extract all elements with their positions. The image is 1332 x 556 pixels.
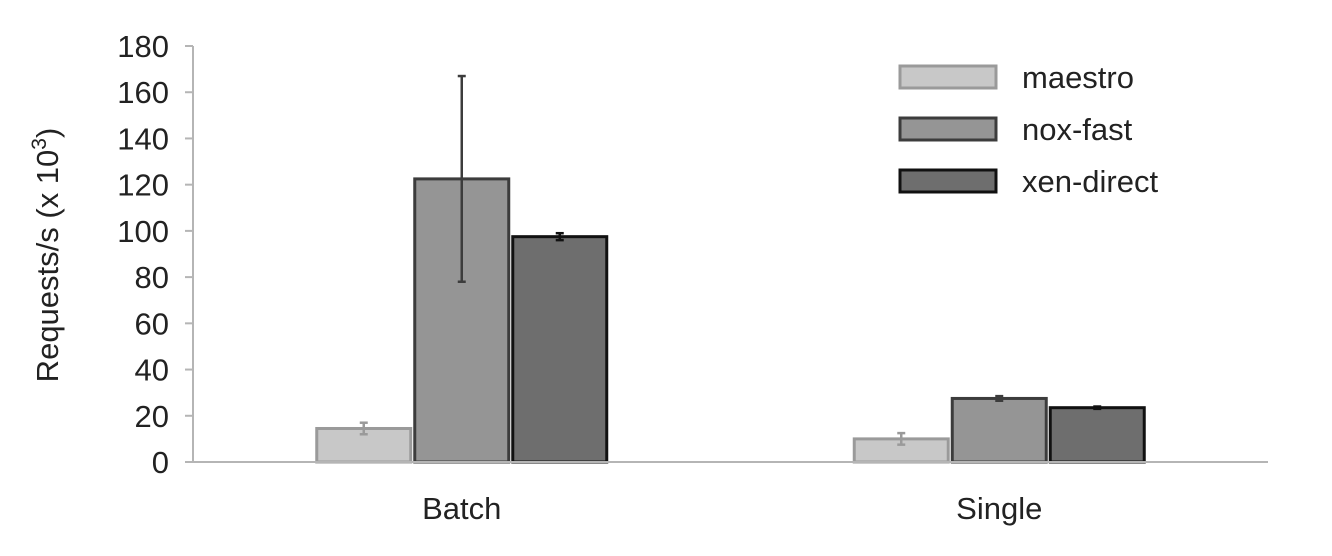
legend-label-nox-fast: nox-fast [1022,112,1133,147]
legend-label-maestro: maestro [1022,60,1134,95]
bars [315,177,1146,464]
error-bars [359,74,1102,446]
x-category-label: Batch [422,491,501,526]
y-tick-label: 120 [117,168,169,203]
x-axis: Batch Single [193,461,1268,526]
y-axis-label-exponent: 3 [28,138,51,150]
y-axis-label-close: ) [30,128,65,138]
legend-swatch-nox-fast [898,116,998,142]
x-category-label: Single [956,491,1042,526]
y-axis-label-text: Requests/s (x 10 [30,150,65,383]
y-tick-label: 140 [117,121,169,156]
bar-xen-direct-single [1048,406,1146,464]
bar-nox-fast-single [950,396,1048,464]
y-axis-label: Requests/s (x 103) [28,128,65,383]
y-tick-label: 20 [135,399,169,434]
legend-swatch-xen-direct [898,168,998,194]
y-tick-label: 80 [135,260,169,295]
y-tick-label: 100 [117,214,169,249]
legend-swatch-maestro [898,64,998,90]
y-tick-label: 0 [152,445,169,480]
y-tick-label: 60 [135,306,169,341]
y-tick-label: 160 [117,75,169,110]
y-axis: 0 20 40 60 80 100 120 140 160 180 [117,29,194,480]
bar-xen-direct-batch [511,235,609,464]
y-tick-label: 180 [117,29,169,64]
legend-label-xen-direct: xen-direct [1022,164,1158,199]
y-tick-label: 40 [135,353,169,388]
legend: maestro nox-fast xen-direct [898,60,1158,199]
